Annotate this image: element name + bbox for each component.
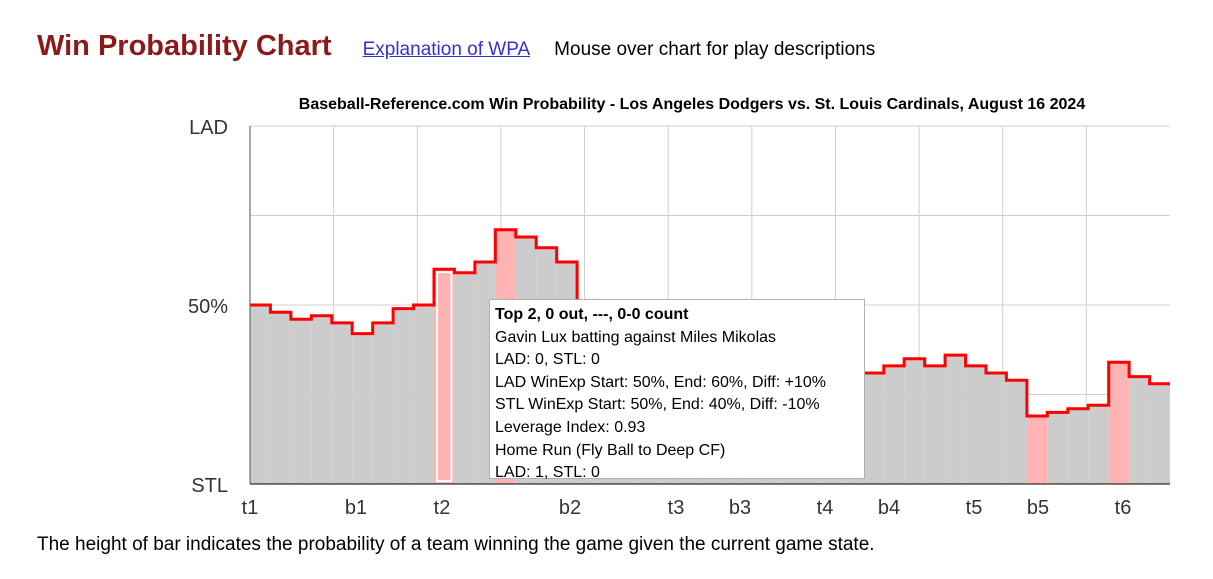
- wp-bar[interactable]: [454, 272, 475, 484]
- x-tick-label: b3: [729, 497, 751, 519]
- tooltip-line: Home Run (Fly Ball to Deep CF): [495, 441, 726, 459]
- chart-title: Baseball-Reference.com Win Probability -…: [299, 96, 1086, 113]
- chart-footnote: The height of bar indicates the probabil…: [37, 534, 875, 555]
- wp-bar[interactable]: [1067, 408, 1089, 484]
- tooltip-line: LAD: 1, STL: 0: [495, 464, 600, 482]
- wp-bar[interactable]: [413, 305, 434, 484]
- wp-bar[interactable]: [311, 315, 332, 484]
- wp-bar[interactable]: [1108, 362, 1130, 484]
- wp-bar[interactable]: [434, 269, 455, 484]
- wp-bar[interactable]: [883, 365, 905, 484]
- wp-bar[interactable]: [372, 322, 394, 484]
- tooltip-line: LAD: 0, STL: 0: [495, 351, 600, 369]
- wp-bar[interactable]: [331, 322, 353, 484]
- wp-bar[interactable]: [270, 312, 291, 484]
- wp-bar[interactable]: [986, 373, 1007, 484]
- tooltip-line: STL WinExp Start: 50%, End: 40%, Diff: -…: [495, 396, 820, 414]
- wp-bar[interactable]: [1129, 376, 1150, 484]
- wp-bar[interactable]: [1026, 415, 1048, 484]
- tooltip-line: Leverage Index: 0.93: [495, 418, 646, 436]
- wp-bar[interactable]: [393, 308, 414, 484]
- wp-bar[interactable]: [250, 305, 271, 484]
- x-tick-label: t5: [966, 497, 983, 519]
- wp-bar[interactable]: [863, 373, 884, 484]
- x-tick-label: t3: [668, 497, 685, 519]
- wpa-explanation-link[interactable]: Explanation of WPA: [362, 39, 531, 60]
- y-label-stl: STL: [191, 475, 228, 497]
- wp-bar[interactable]: [1047, 412, 1068, 484]
- x-tick-label: t2: [434, 497, 451, 519]
- x-tick-label: b5: [1027, 497, 1049, 519]
- wp-bar[interactable]: [965, 365, 986, 484]
- y-label-50: 50%: [188, 296, 228, 318]
- wp-bar[interactable]: [1149, 383, 1170, 484]
- tooltip-line: Gavin Lux batting against Miles Mikolas: [495, 328, 777, 346]
- wp-bar[interactable]: [1088, 405, 1109, 484]
- x-tick-label: t4: [817, 497, 834, 519]
- tooltip-line: LAD WinExp Start: 50%, End: 60%, Diff: +…: [495, 373, 826, 391]
- x-tick-label: t6: [1115, 497, 1132, 519]
- x-tick-labels: t1 b1 t2 b2 t3 b3 t4 b4 t5 b5 t6: [242, 497, 1132, 519]
- x-tick-label: t1: [242, 497, 259, 519]
- page-title: Win Probability Chart: [37, 30, 332, 62]
- wp-bar[interactable]: [924, 365, 946, 484]
- wp-bar[interactable]: [352, 333, 373, 484]
- header: Win Probability Chart Explanation of WPA…: [37, 30, 875, 63]
- mouse-over-note: Mouse over chart for play descriptions: [554, 39, 876, 60]
- tooltip-heading: Top 2, 0 out, ---, 0-0 count: [495, 306, 689, 323]
- wp-bar[interactable]: [290, 319, 312, 484]
- wp-bar[interactable]: [1006, 380, 1027, 484]
- x-tick-label: b4: [878, 497, 900, 519]
- x-tick-label: b1: [345, 497, 367, 519]
- x-tick-label: b2: [559, 497, 581, 519]
- wp-bar[interactable]: [904, 358, 925, 484]
- selected-bar-outline: [436, 271, 453, 483]
- play-tooltip: Top 2, 0 out, ---, 0-0 count Gavin Lux b…: [489, 299, 865, 481]
- wp-bar[interactable]: [945, 355, 966, 484]
- y-label-lad: LAD: [189, 117, 228, 139]
